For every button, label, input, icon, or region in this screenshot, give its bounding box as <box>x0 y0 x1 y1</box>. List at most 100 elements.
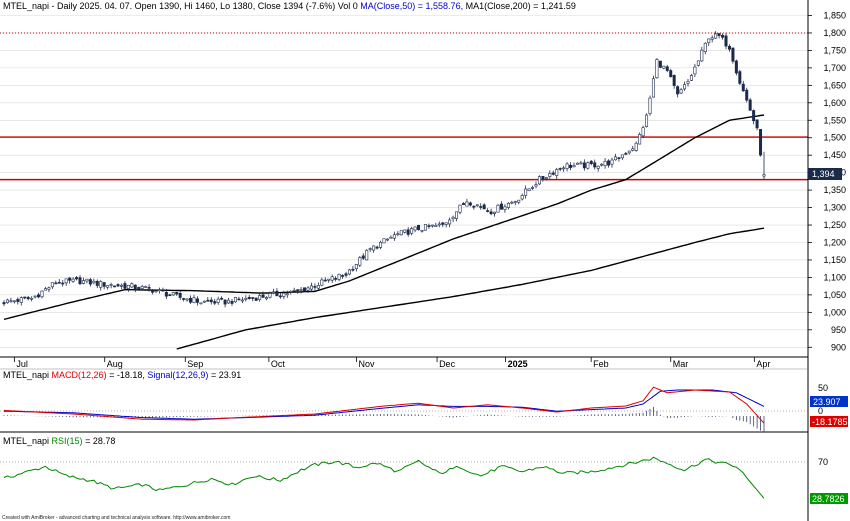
candle-body <box>741 83 745 92</box>
candle-body <box>603 160 607 166</box>
candle-body <box>164 291 168 297</box>
candle-body <box>92 280 96 284</box>
candle-body <box>303 287 307 292</box>
candle-body <box>5 299 9 303</box>
price-tick-label: 1,600 <box>823 98 846 108</box>
x-tick-label: Aug <box>107 359 123 369</box>
ma200-label: MA1(Close,200) = 1,241.59 <box>466 1 576 11</box>
candle-body <box>182 298 186 300</box>
rsi-badge-text: 28.7826 <box>812 494 845 504</box>
candle-body <box>75 277 79 280</box>
candle-body <box>517 199 521 203</box>
candle-body <box>620 154 624 159</box>
candle-body <box>385 238 389 241</box>
candle-body <box>309 285 313 290</box>
candle-body <box>413 226 417 231</box>
price-tick-label: 1,650 <box>823 80 846 90</box>
candle-body <box>109 284 113 286</box>
candle-body <box>327 278 331 281</box>
macd-pane: 50 0 23.907 -18.1785 MTEL_napi MACD(12,2… <box>0 368 848 433</box>
candle-body <box>50 282 54 288</box>
price-tick-label: 1,250 <box>823 220 846 230</box>
price-tick-label: 1,050 <box>823 290 846 300</box>
candle-body <box>147 287 151 289</box>
price-tick-label: 1,300 <box>823 203 846 213</box>
candle-body <box>434 225 438 227</box>
candle-body <box>88 279 92 285</box>
candle-body <box>458 204 462 213</box>
candle-body <box>700 49 704 62</box>
candle-body <box>510 201 514 204</box>
candle-body <box>465 201 469 207</box>
candle-body <box>613 156 617 161</box>
candle-body <box>745 89 749 101</box>
candle-body <box>689 75 693 81</box>
candle-body <box>544 177 548 179</box>
price-tick-label: 1,850 <box>823 10 846 20</box>
credit-text: Created with AmiBroker - advanced charti… <box>2 515 230 521</box>
candle-body <box>171 292 175 296</box>
price-tick-label: 950 <box>831 325 846 335</box>
candle-body <box>299 289 303 291</box>
candle-body <box>278 295 282 298</box>
candle-body <box>672 74 676 86</box>
candle-body <box>496 204 500 213</box>
candle-body <box>631 148 635 151</box>
candle-body <box>658 60 662 68</box>
candle-body <box>734 60 738 74</box>
candle-body <box>209 299 213 303</box>
candle-body <box>47 287 51 290</box>
candle-body <box>593 162 597 168</box>
candle-body <box>213 301 217 304</box>
candle-body <box>686 81 690 84</box>
candle-body <box>161 289 165 292</box>
candle-body <box>565 163 569 169</box>
candle-body <box>707 38 711 43</box>
macd-badge: -18.1785 <box>810 416 848 427</box>
candle-body <box>316 285 320 289</box>
candle-body <box>562 167 566 170</box>
candle-body <box>144 286 148 288</box>
candle-body <box>520 195 524 200</box>
candle-body <box>202 300 206 303</box>
candle-body <box>531 187 535 189</box>
candle-body <box>399 230 403 236</box>
candle-body <box>126 284 130 289</box>
signal-value: = 23.91 <box>211 370 241 380</box>
candle-body <box>137 287 141 290</box>
macd-header: MTEL_napi MACD(12,26) = -18.18, Signal(1… <box>3 370 241 380</box>
candle-body <box>116 284 120 287</box>
signal-line <box>3 389 765 420</box>
candle-body <box>254 297 258 301</box>
candle-body <box>99 281 103 288</box>
candle-body <box>237 298 241 301</box>
candle-body <box>389 236 393 239</box>
candle-body <box>113 285 117 288</box>
candle-body <box>738 71 742 84</box>
candle-body <box>78 277 82 285</box>
candle-body <box>230 301 234 304</box>
candle-body <box>192 297 196 303</box>
price-symbol: MTEL_napi <box>3 1 49 11</box>
candle-body <box>189 297 193 303</box>
candle-body <box>475 204 479 207</box>
candlesticks <box>2 31 766 308</box>
candle-body <box>703 42 707 52</box>
candle-body <box>334 278 338 280</box>
ma200-line <box>176 227 765 350</box>
candle-body <box>368 248 372 250</box>
candle-body <box>313 286 317 288</box>
candle-body <box>493 211 497 214</box>
candle-body <box>499 203 503 210</box>
macd-value: = -18.18, <box>109 370 145 380</box>
candle-body <box>437 223 441 226</box>
horizontal-lines <box>0 32 808 181</box>
candle-body <box>268 293 272 298</box>
x-axis: Jul Aug Sep Oct Nov Dec 2025 Feb Mar Apr <box>13 357 770 369</box>
candle-body <box>479 206 483 208</box>
ma50-line <box>3 114 765 320</box>
candle-body <box>81 280 85 284</box>
macd-name: MACD(12,26) <box>52 370 107 380</box>
candle-body <box>261 294 265 298</box>
